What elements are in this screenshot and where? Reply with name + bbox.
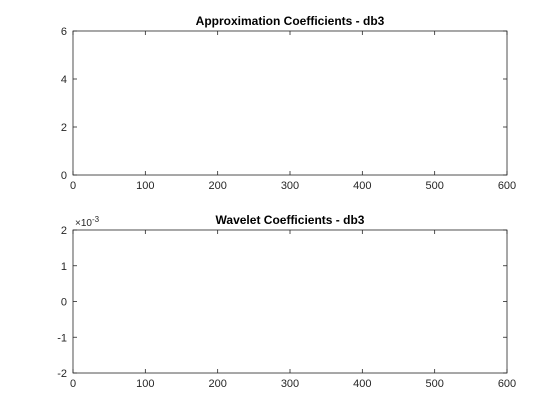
- chart-title: Wavelet Coefficients - db3: [216, 213, 365, 227]
- y-tick-label: 2: [61, 122, 67, 134]
- x-tick-label: 600: [498, 378, 516, 390]
- x-tick-label: 300: [281, 378, 299, 390]
- x-tick-label: 200: [208, 378, 226, 390]
- y-tick-label: 4: [61, 74, 67, 86]
- y-exponent-power: -3: [92, 215, 100, 224]
- x-tick-label: 500: [425, 180, 443, 192]
- y-tick-label: 1: [61, 261, 67, 273]
- y-tick-label: 0: [61, 297, 67, 309]
- x-tick-label: 0: [70, 378, 76, 390]
- chart-approximation: 0 100 200 300 400 500 600 0 2 4 6 Approximation Coe…: [61, 14, 516, 192]
- y-tick-label: -2: [57, 368, 67, 380]
- chart-title: Approximation Coefficients - db3: [196, 14, 385, 28]
- y-exponent-base: ×10: [75, 218, 92, 229]
- x-tick-label: 400: [353, 378, 371, 390]
- y-tick-label: 6: [61, 26, 67, 38]
- x-tick-label: 100: [136, 378, 154, 390]
- x-tick-label: 500: [425, 378, 443, 390]
- chart-wavelet: 0 100 200 300 400 500 600 -2 -1 0 1 2 ×10-3 Wavelet C…: [57, 213, 516, 390]
- x-tick-label: 300: [281, 180, 299, 192]
- y-tick-label: 2: [61, 225, 67, 237]
- x-tick-label: 600: [498, 180, 516, 192]
- x-tick-label: 200: [208, 180, 226, 192]
- axes-box: [72, 229, 508, 374]
- x-tick-label: 0: [70, 180, 76, 192]
- x-tick-label: 400: [353, 180, 371, 192]
- y-tick-label: -1: [57, 332, 67, 344]
- axes-box: [72, 30, 508, 176]
- y-tick-label: 0: [61, 170, 67, 182]
- y-exponent-label: ×10-3: [75, 215, 100, 229]
- x-tick-label: 100: [136, 180, 154, 192]
